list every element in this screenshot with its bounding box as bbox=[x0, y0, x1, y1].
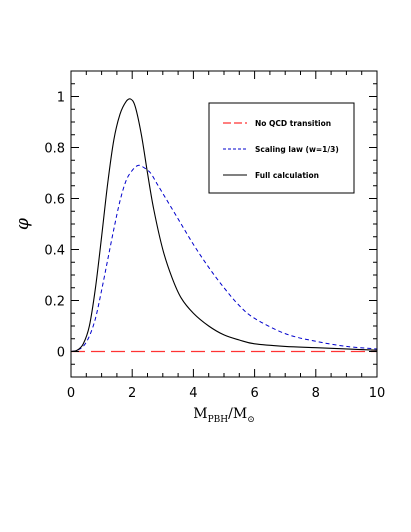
y-tick-label: 0.8 bbox=[44, 142, 65, 157]
x-axis-label-sub: PBH bbox=[208, 415, 229, 425]
legend-label: No QCD transition bbox=[255, 119, 331, 128]
y-tick-label: 0.2 bbox=[44, 295, 65, 310]
x-tick-label: 2 bbox=[128, 386, 136, 401]
y-tick-label: 0 bbox=[57, 346, 65, 361]
y-tick-label: 0.6 bbox=[44, 193, 65, 208]
x-tick-label: 4 bbox=[189, 386, 197, 401]
legend-box bbox=[208, 102, 355, 194]
series-line-3 bbox=[70, 98, 378, 353]
legend-label: Full calculation bbox=[255, 171, 319, 180]
legend-label: Scaling law (w=1/3) bbox=[255, 145, 339, 154]
x-axis-label-sub2: ⊙ bbox=[247, 415, 255, 425]
series-layer bbox=[70, 98, 378, 353]
x-tick-label: 0 bbox=[67, 386, 75, 401]
legend: No QCD transition Scaling law (w=1/3) Full… bbox=[208, 102, 355, 194]
y-tick-label: 1 bbox=[57, 91, 65, 106]
x-tick-label: 8 bbox=[312, 386, 320, 401]
y-axis-label: φ bbox=[13, 218, 33, 230]
y-tick-label: 0.4 bbox=[44, 244, 65, 259]
x-axis-label-sep: /M bbox=[228, 406, 247, 422]
x-axis-label-main: M bbox=[193, 406, 207, 422]
x-tick-label: 6 bbox=[250, 386, 258, 401]
ticks-layer: 0 2 4 6 8 10 0 0.2 0.4 0.6 0.8 1 bbox=[44, 70, 386, 401]
x-tick-label: 10 bbox=[369, 386, 386, 401]
x-axis-label: MPBH/M⊙ bbox=[193, 406, 254, 425]
